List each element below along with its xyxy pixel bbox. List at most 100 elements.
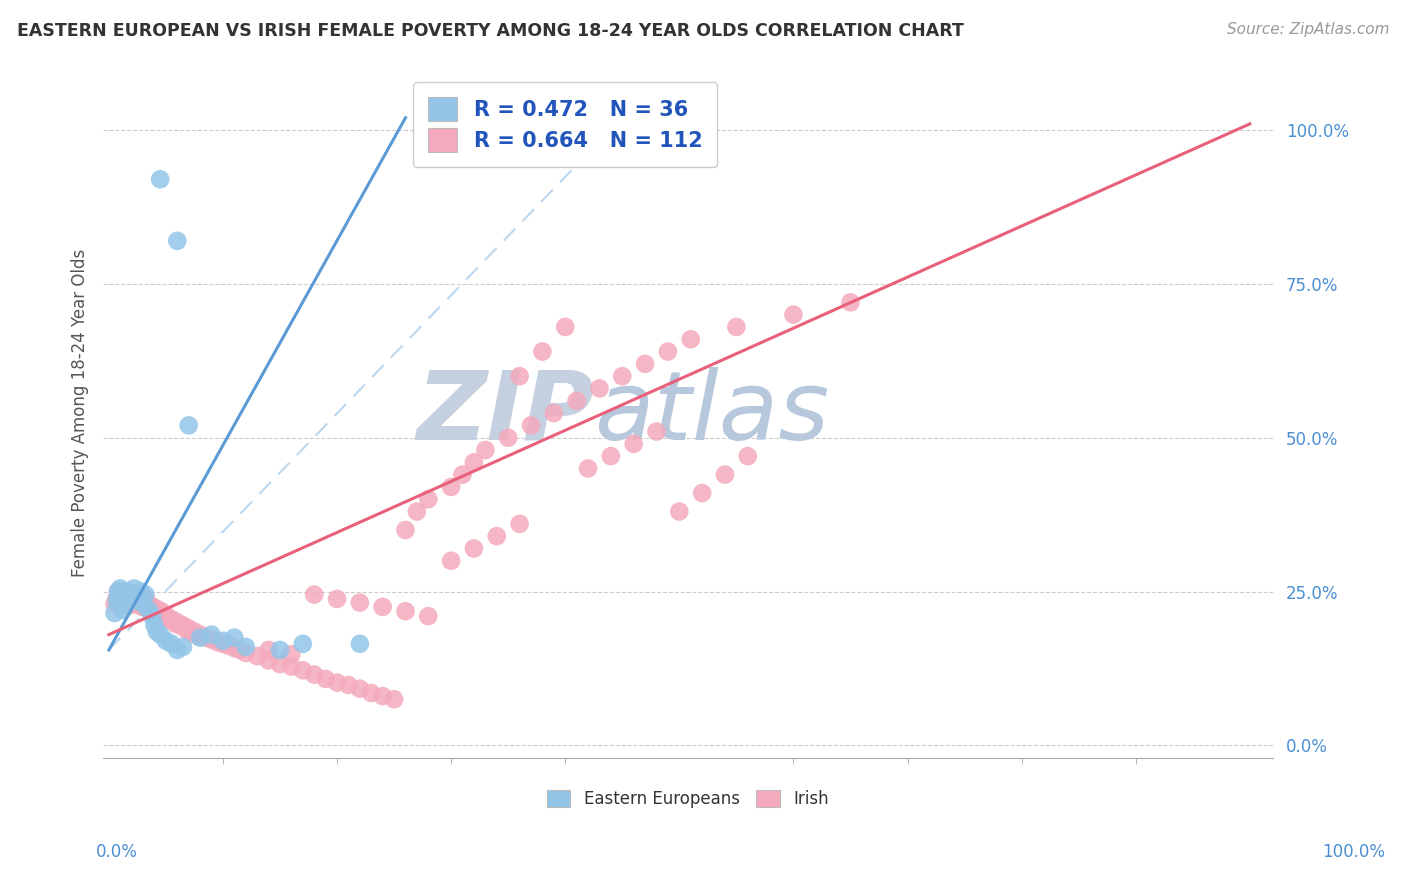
Point (134, 598, 156, 612)
Point (668, 504, 690, 518)
Point (103, 597, 125, 611)
Point (172, 618, 194, 632)
Point (111, 593, 134, 607)
Point (149, 627, 172, 641)
Point (107, 584, 129, 599)
Point (160, 612, 183, 626)
Point (224, 641, 246, 656)
Point (183, 624, 205, 639)
Point (326, 591, 349, 606)
Point (115, 597, 138, 611)
Point (371, 599, 394, 614)
Point (531, 344, 554, 359)
Point (509, 516, 531, 531)
Point (612, 369, 634, 384)
Point (143, 618, 166, 632)
Point (148, 606, 170, 620)
Point (496, 431, 519, 445)
Point (136, 599, 159, 614)
Point (782, 308, 804, 322)
Point (172, 640, 194, 654)
Point (157, 612, 180, 626)
Point (138, 597, 160, 611)
Point (134, 591, 156, 605)
Point (714, 467, 737, 482)
Point (212, 633, 235, 648)
Point (599, 449, 621, 463)
Point (839, 295, 862, 310)
Point (474, 442, 496, 457)
Point (121, 596, 143, 610)
Point (725, 320, 748, 334)
Point (122, 582, 145, 596)
Point (187, 629, 209, 643)
Point (235, 640, 257, 654)
Point (576, 461, 599, 475)
Point (235, 646, 257, 660)
Point (117, 590, 139, 604)
Point (143, 604, 166, 618)
Point (128, 598, 150, 612)
Point (115, 584, 138, 599)
Point (302, 588, 325, 602)
Text: ZIP: ZIP (416, 367, 595, 459)
Point (657, 344, 679, 359)
Point (418, 609, 440, 624)
Point (139, 601, 162, 615)
Point (134, 588, 156, 602)
Point (188, 627, 211, 641)
Point (115, 591, 138, 606)
Text: EASTERN EUROPEAN VS IRISH FEMALE POVERTY AMONG 18-24 YEAR OLDS CORRELATION CHART: EASTERN EUROPEAN VS IRISH FEMALE POVERTY… (17, 22, 963, 40)
Point (440, 554, 463, 568)
Point (103, 606, 125, 620)
Point (114, 598, 136, 612)
Point (543, 406, 565, 420)
Point (679, 332, 702, 346)
Point (122, 591, 145, 606)
Point (177, 622, 200, 636)
Point (246, 649, 269, 664)
Point (121, 588, 143, 602)
Point (155, 633, 177, 648)
Point (463, 541, 485, 556)
Point (132, 597, 155, 611)
Point (127, 593, 149, 607)
Point (150, 604, 173, 618)
Point (451, 467, 474, 482)
Point (690, 486, 713, 500)
Point (163, 616, 186, 631)
Legend: Eastern Europeans, Irish: Eastern Europeans, Irish (540, 783, 835, 814)
Point (382, 692, 405, 706)
Point (194, 631, 217, 645)
Point (120, 598, 142, 612)
Point (229, 643, 252, 657)
Point (166, 643, 188, 657)
Point (645, 425, 668, 439)
Point (145, 624, 167, 639)
Text: atlas: atlas (595, 367, 830, 459)
Point (349, 596, 371, 610)
Point (280, 659, 302, 673)
Point (110, 591, 132, 605)
Point (169, 618, 191, 632)
Point (337, 678, 360, 692)
Point (105, 593, 128, 607)
Point (406, 504, 429, 518)
Point (111, 603, 134, 617)
Point (349, 637, 371, 651)
Point (360, 686, 382, 700)
Point (565, 393, 588, 408)
Text: 100.0%: 100.0% (1322, 843, 1385, 861)
Point (218, 639, 240, 653)
Point (280, 647, 302, 661)
Point (554, 320, 576, 334)
Point (371, 689, 394, 703)
Point (302, 667, 325, 681)
Point (291, 663, 314, 677)
Point (129, 584, 152, 599)
Point (257, 643, 280, 657)
Point (349, 681, 371, 696)
Point (588, 382, 610, 396)
Point (623, 437, 645, 451)
Point (212, 637, 235, 651)
